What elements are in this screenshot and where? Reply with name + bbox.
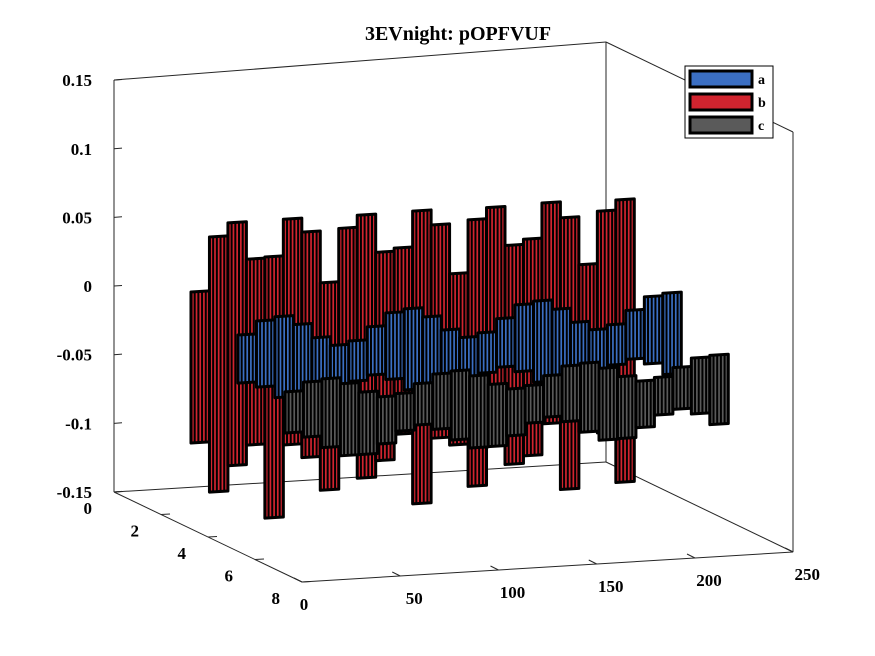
bar-panel-c [394,390,416,433]
legend-label-b: b [758,96,766,111]
bar-panel-c [634,378,656,430]
z-axis-ticks: 0.15 0.1 0.05 0 -0.05 -0.1 -0.15 [57,71,123,502]
z-tick-mark [113,147,123,150]
y-tick-mark [207,536,218,538]
legend-swatch-c [688,115,754,135]
bar-panel-c [357,389,379,457]
bar-panel-c [615,374,638,441]
bar-panel-a [254,318,277,389]
bar-panel-c [597,365,619,442]
z-tick-mark [113,422,123,424]
y-tick-label: 4 [178,544,187,563]
bar-panel-a [273,314,295,400]
chart-title: 3EVnight: pOPFVUF [365,23,551,45]
x-tick-label: 50 [406,589,423,608]
y-tick-mark [160,513,171,515]
legend[interactable]: a b c [684,65,774,139]
y-tick-label: 0 [84,499,93,518]
z-tick-label: 0 [84,277,93,296]
x-tick-mark [785,547,794,553]
bar-panel-c [708,352,730,427]
bar-panel-c [283,389,305,435]
bar-panel-a [513,302,536,374]
x-tick-label: 150 [598,577,624,596]
bar-panel-a [384,310,406,381]
x-tick-mark [686,553,696,559]
x-axis-ticks: 0 50 100 150 200 250 [293,547,821,614]
z-tick-label: -0.1 [65,414,92,433]
x-tick-label: 100 [500,583,526,602]
x-tick-label: 0 [300,595,309,614]
z-tick-label: 0.15 [62,71,92,90]
bar-panel-c [652,374,675,417]
legend-label-c: c [758,119,764,134]
bar-panel-c [338,381,361,458]
bar-panel-a [661,290,683,377]
bar-panel-a [605,322,628,367]
bar-panel-a [624,307,646,361]
x-tick-mark [392,571,401,577]
bar-panel-c [320,376,342,450]
x-tick-mark [293,577,303,583]
z-tick-mark [113,353,123,356]
y-tick-mark [301,581,312,583]
bar-panels [189,197,730,520]
y-tick-label: 8 [272,589,281,608]
y-tick-mark [113,491,124,493]
x-tick-mark [490,565,499,571]
x-tick-label: 200 [696,571,722,590]
bar-panel-a [532,298,554,384]
bar-panel-c [560,363,583,424]
bar-panel-a [495,316,517,369]
legend-label-a: a [758,73,765,88]
bar-panel-c [486,381,509,449]
bar-panel-a [642,294,665,366]
z-tick-label: 0.1 [71,140,92,159]
z-tick-mark [113,79,123,81]
bar-panel-c [301,379,324,439]
z-tick-mark [113,284,123,287]
z-tick-mark [113,216,123,218]
x-tick-mark [588,559,597,565]
y-tick-mark [254,558,265,560]
y-tick-label: 6 [225,567,234,586]
bar-panel-c [523,382,546,425]
bar-panel-c [505,386,527,438]
bar-panel-c [412,381,435,427]
y-tick-label: 2 [131,522,140,541]
y-axis-ticks: 0 2 4 6 8 [84,491,312,608]
z-tick-label: -0.15 [57,483,92,502]
bar-panel-a [347,338,369,383]
legend-swatch-a [688,69,754,89]
bar-panel-c [542,373,564,419]
bar-panel-a [365,324,388,377]
bar-panel-a [476,330,499,375]
bar-panel-b [189,289,211,445]
legend-swatch-b [688,92,754,112]
bar-panel-c [449,368,472,442]
bar-panel-a [402,306,425,392]
x-tick-label: 250 [795,565,821,584]
bar-panel-c [671,364,693,411]
bar-panel-c [375,394,398,446]
bar-panel-c [579,360,601,434]
z-tick-label: 0.05 [62,208,92,227]
bar-panel-c [468,373,490,450]
z-tick-label: -0.05 [57,346,92,365]
bar-panel-c [689,355,712,416]
bar-panel-a [236,332,258,385]
bar-panel-b [207,234,230,494]
bar-panel-c [431,371,453,431]
